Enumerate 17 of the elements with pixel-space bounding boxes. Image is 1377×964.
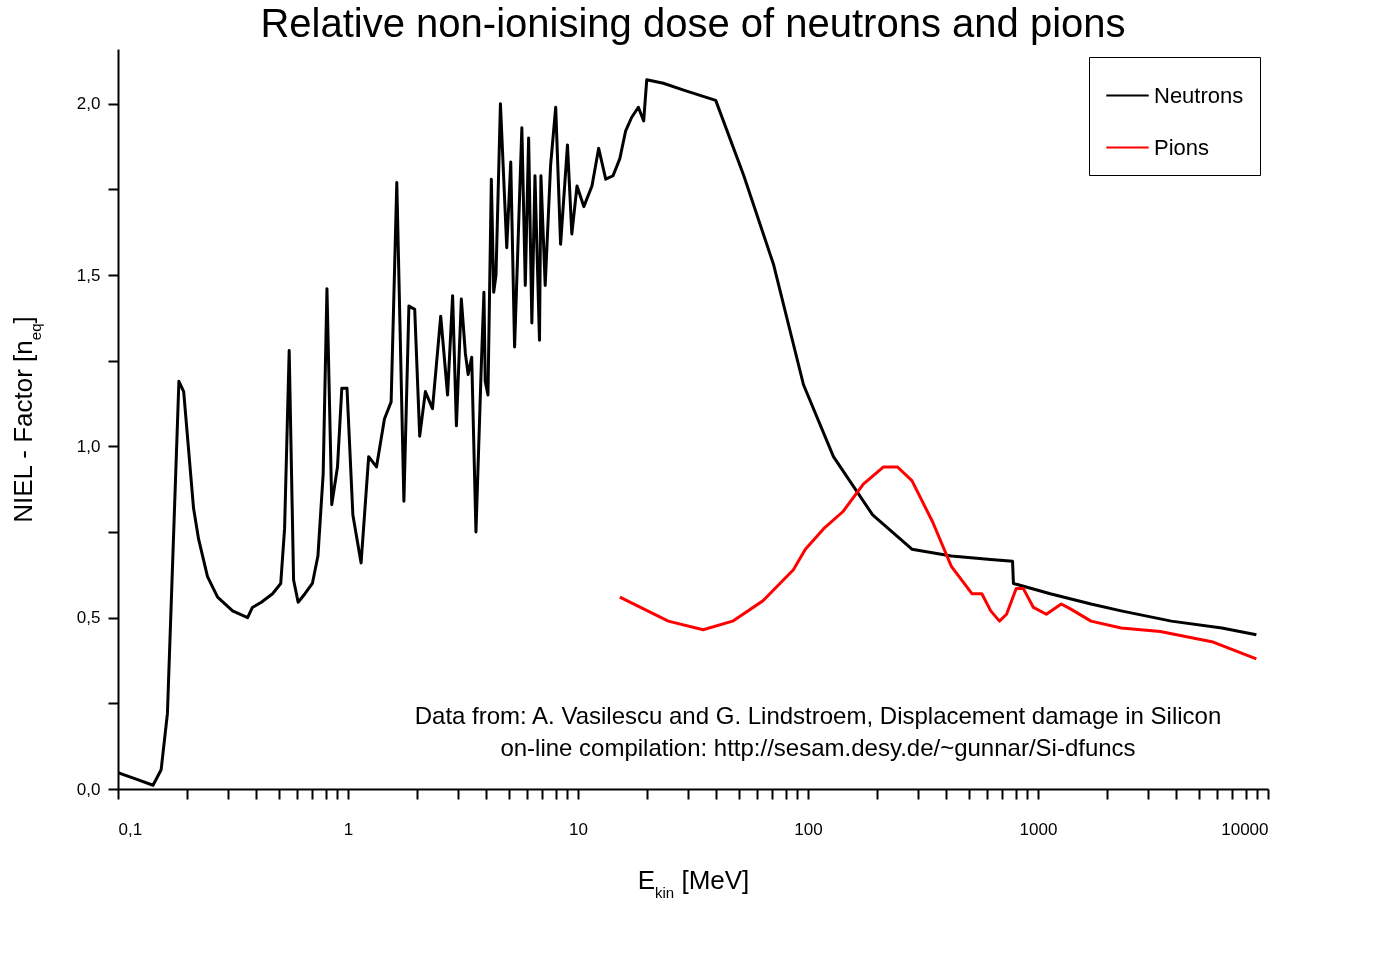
- x-axis-title: E$_{kin}$ [MeV]: [637, 864, 750, 900]
- x-tick-label: 1000: [1019, 819, 1058, 839]
- legend-label: Neutrons: [1154, 82, 1244, 108]
- x-tick-label: 100: [794, 819, 823, 839]
- x-tick-label: 0,1: [118, 819, 143, 839]
- legend-label: Pions: [1154, 134, 1210, 160]
- x-tick-label: 1: [343, 819, 354, 839]
- x-tick-label: 10: [569, 819, 588, 839]
- x-tick-label: 10000: [1221, 819, 1269, 839]
- y-tick-label: 1,0: [76, 436, 101, 456]
- y-tick-label: 2,0: [76, 94, 101, 114]
- y-tick-label: 0,5: [76, 608, 101, 628]
- chart-title: Relative non-ionising dose of neutrons and pions: [260, 1, 1126, 45]
- annotation: Data from: A. Vasilescu and G. Lindstroem, Displacement damage in Silicon: [414, 702, 1222, 729]
- y-tick-label: 1,5: [76, 265, 101, 285]
- y-tick-label: 0,0: [76, 779, 101, 799]
- annotation: on-line compilation: http://sesam.desy.de/~gunnar/Si-dfuncs: [500, 734, 1136, 761]
